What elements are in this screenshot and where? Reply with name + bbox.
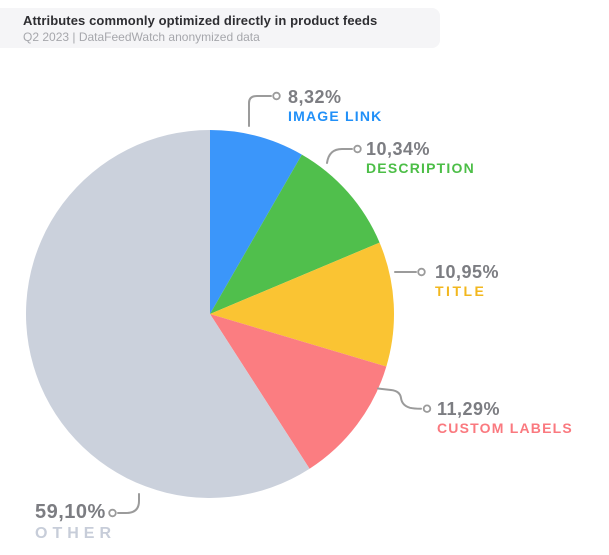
callout-line-other: [117, 493, 140, 514]
chart-subtitle: Q2 2023 | DataFeedWatch anonymized data: [23, 29, 260, 44]
label-title-value: 10,95%: [435, 262, 500, 282]
callout-dot-custom-labels: [422, 404, 432, 413]
label-custom-labels: 11,29% CUSTOM LABELS: [437, 400, 573, 436]
label-custom-labels-value: 11,29%: [437, 399, 501, 419]
label-other-name: OTHER: [35, 525, 116, 542]
label-image-link: 8,32% IMAGE LINK: [288, 88, 382, 124]
callout-line-custom-labels: [377, 387, 422, 410]
pie-slice-custom-labels: [210, 314, 387, 469]
label-description-name: DESCRIPTION: [366, 160, 475, 176]
label-custom-labels-name: CUSTOM LABELS: [437, 420, 573, 436]
label-title: 10,95% TITLE: [435, 263, 499, 299]
chart-title: Attributes commonly optimized directly i…: [23, 12, 378, 28]
callout-dot-description: [353, 144, 362, 154]
pie-slice-description: [210, 154, 380, 314]
label-title-name: TITLE: [435, 283, 487, 299]
label-other-value: 59,10%: [35, 501, 106, 523]
pie-slice-other: [25, 130, 310, 499]
callout-line-description: [326, 148, 353, 164]
label-description-value: 10,34%: [366, 139, 431, 159]
callout-dot-title: [417, 267, 426, 277]
callout-line-image-link: [248, 95, 272, 127]
chart-header: Attributes commonly optimized directly i…: [0, 8, 440, 48]
label-description: 10,34% DESCRIPTION: [366, 140, 475, 176]
pie-slice-image-link: [210, 130, 302, 314]
callout-dot-image-link: [272, 91, 281, 101]
callout-dot-other: [108, 508, 117, 518]
label-image-link-value: 8,32%: [288, 87, 342, 107]
label-other: 59,10% OTHER: [35, 501, 116, 543]
label-image-link-name: IMAGE LINK: [288, 108, 383, 124]
pie-slices: [25, 130, 395, 499]
pie-slice-title: [210, 242, 395, 367]
